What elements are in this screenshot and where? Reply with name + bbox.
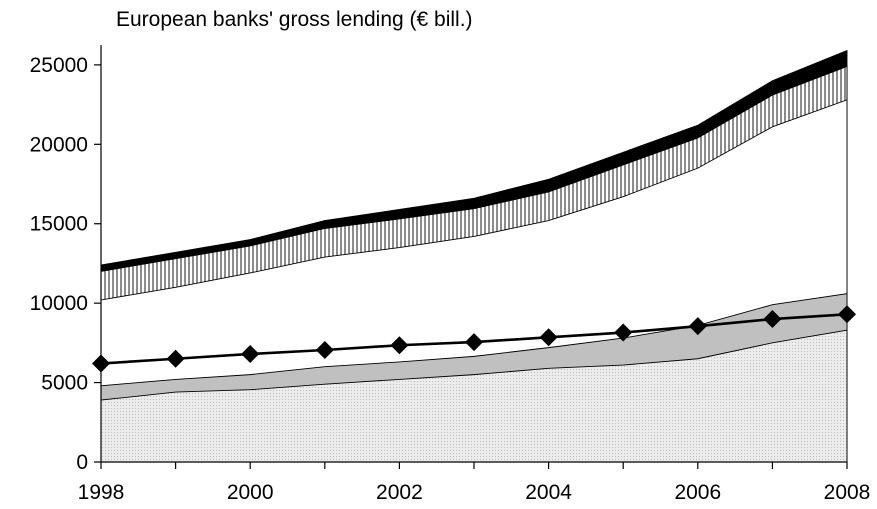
- y-tick-label: 10000: [30, 292, 88, 315]
- y-tick-label: 25000: [30, 54, 88, 77]
- area-band-1: [100, 329, 848, 463]
- diamond-marker: [315, 341, 334, 360]
- diamond-marker: [166, 349, 185, 368]
- diamond-marker: [838, 305, 856, 324]
- diamond-marker: [614, 323, 633, 342]
- x-tick-label: 2002: [376, 481, 423, 504]
- x-tick-label: 2000: [227, 481, 274, 504]
- x-tick-label: 2004: [525, 481, 572, 504]
- x-tick-label: 1998: [78, 481, 125, 504]
- x-tick-label: 2008: [824, 481, 871, 504]
- diamond-marker: [92, 354, 110, 373]
- area-layer: [100, 49, 848, 463]
- tick-labels: 0 5000 10000 15000 20000 25000 1998 2000 2002 200…: [30, 54, 871, 504]
- x-tick-label: 2006: [674, 481, 721, 504]
- line-layer: [92, 305, 856, 373]
- axes-layer: [94, 45, 848, 469]
- diamond-marker: [763, 310, 782, 329]
- chart-title: European banks' gross lending (€ bill.): [116, 8, 473, 31]
- y-tick-label: 15000: [30, 213, 88, 236]
- diamond-marker: [241, 344, 260, 363]
- diamond-marker: [390, 336, 409, 355]
- diamond-marker: [539, 328, 558, 347]
- y-tick-label: 5000: [41, 372, 88, 395]
- y-tick-label: 0: [76, 451, 88, 474]
- diamond-marker: [688, 317, 707, 336]
- y-tick-label: 20000: [30, 133, 88, 156]
- diamond-marker: [465, 333, 483, 352]
